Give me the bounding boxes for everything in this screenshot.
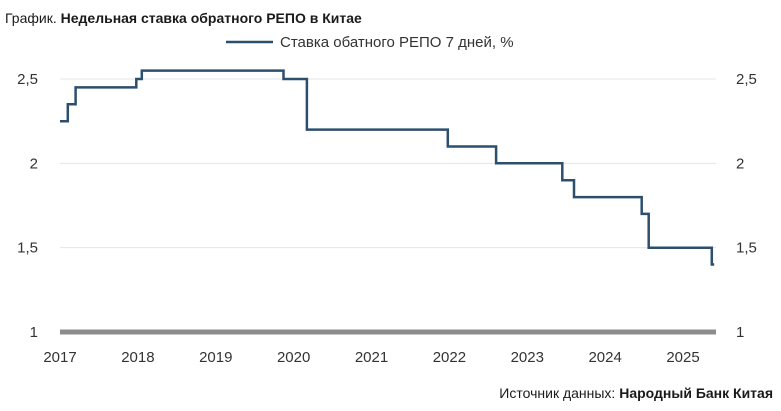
y-tick-label-right: 2 — [736, 155, 744, 172]
series-line-0 — [60, 69, 715, 266]
x-axis: 2017 2018 2019 2020 2021 2022 2023 2024 2025 — [43, 349, 699, 366]
x-tick-label: 2022 — [433, 349, 466, 366]
x-tick-label: 2018 — [121, 349, 154, 366]
source-name: Народный Банк Китая — [619, 385, 773, 401]
x-tick-label: 2019 — [199, 349, 232, 366]
x-tick-label: 2025 — [666, 349, 699, 366]
x-tick-label: 2017 — [43, 349, 76, 366]
source-note: Источник данных: Народный Банк Китая — [499, 384, 773, 402]
y-tick-label-right: 1,5 — [736, 240, 757, 257]
y-tick-label-left: 1,5 — [17, 240, 38, 257]
y-axis-right: 1 1,5 2 2,5 — [736, 71, 757, 341]
chart-title-text: Недельная ставка обратного РЕПО в Китае — [60, 10, 362, 26]
x-tick-label: 2023 — [511, 349, 544, 366]
gridlines — [60, 78, 716, 249]
chart-title: График. Недельная ставка обратного РЕПО … — [5, 9, 362, 27]
y-tick-label-left: 2,5 — [17, 71, 38, 88]
x-tick-label: 2021 — [355, 349, 388, 366]
y-tick-label-right: 2,5 — [736, 71, 757, 88]
legend: Ставка обатного РЕПО 7 дней, % — [226, 34, 514, 51]
y-tick-label-left: 2 — [30, 155, 38, 172]
y-axis-left: 1 1,5 2 2,5 — [17, 71, 38, 341]
y-tick-label-right: 1 — [736, 324, 744, 341]
chart-title-lead: График. — [5, 10, 57, 26]
legend-label: Ставка обатного РЕПО 7 дней, % — [280, 34, 514, 51]
series-layer — [60, 69, 715, 266]
x-tick-label: 2024 — [588, 349, 621, 366]
x-tick-label: 2020 — [277, 349, 310, 366]
y-tick-label-left: 1 — [30, 324, 38, 341]
source-lead: Источник данных: — [499, 385, 616, 401]
